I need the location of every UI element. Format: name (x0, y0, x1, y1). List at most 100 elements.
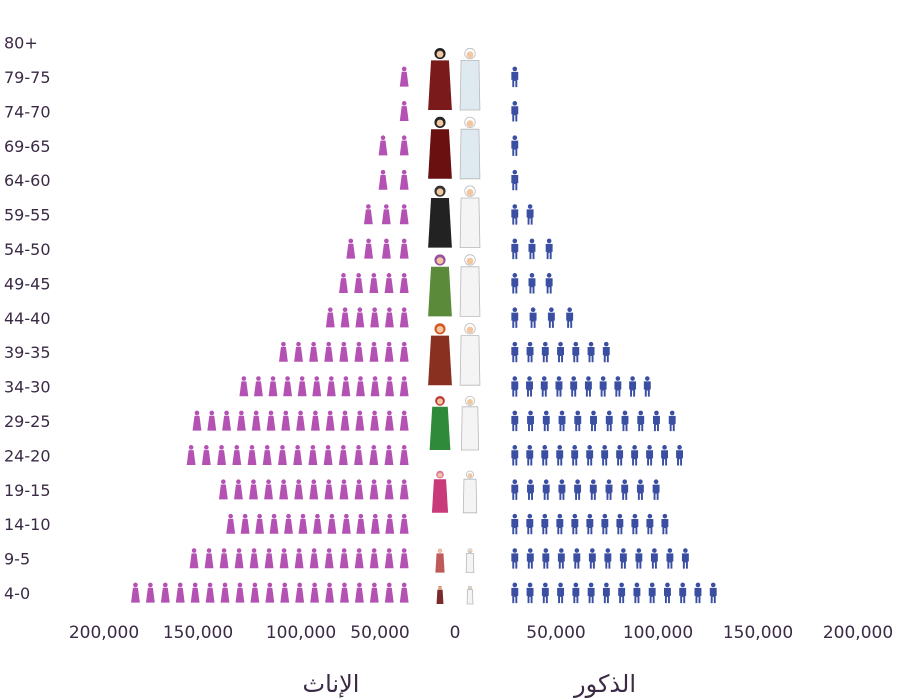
female-figure (399, 135, 409, 156)
male-axis-label: الذكور (573, 670, 636, 698)
female-figure (399, 445, 409, 465)
female-figure (255, 513, 265, 534)
female-figure (399, 341, 409, 362)
x-tick-label: 100,000 (266, 623, 336, 643)
bar-male (511, 582, 717, 604)
bar-female (399, 101, 409, 121)
age-group-label: 9-5 (4, 550, 30, 569)
male-figure (589, 479, 597, 500)
bar-male (511, 445, 683, 466)
male-figure (541, 445, 549, 466)
age-group-label: 69-65 (4, 137, 51, 156)
female-figure (399, 479, 409, 500)
female-figure (369, 548, 379, 569)
male-figure (586, 513, 594, 535)
bar-female (378, 135, 409, 156)
female-figure (399, 307, 409, 328)
female-figure (308, 445, 318, 465)
female-figure (323, 445, 333, 465)
female-figure (325, 307, 335, 328)
bar-male (511, 513, 669, 535)
male-figure (511, 307, 519, 328)
male-figure (526, 582, 534, 604)
female-figure (249, 548, 259, 569)
female-figure (370, 307, 380, 328)
bar-female (226, 513, 409, 534)
female-figure (262, 445, 272, 465)
female-figure (264, 479, 273, 500)
male-figure (511, 582, 519, 604)
female-figure (346, 238, 356, 259)
female-figure (205, 582, 215, 603)
female-figure (192, 410, 202, 431)
age-group-label: 4-0 (4, 584, 30, 603)
male-figure (709, 582, 717, 604)
male-figure (571, 445, 579, 466)
male-figure (511, 513, 519, 535)
female-figure (279, 479, 289, 500)
male-figure (557, 341, 564, 363)
female-figure (186, 445, 196, 465)
bar-female (339, 273, 409, 293)
age-group-label: 19-15 (4, 481, 51, 500)
female-figure (326, 376, 336, 397)
male-figure (604, 548, 612, 569)
female-figure (309, 341, 319, 362)
female-figure (370, 410, 380, 431)
female-figure (266, 410, 276, 431)
female-figure (325, 582, 334, 603)
male-figure (541, 582, 549, 604)
male-figure (661, 445, 669, 466)
x-tick-label: 50,000 (350, 623, 409, 643)
female-figure (381, 238, 391, 259)
female-figure (175, 582, 185, 603)
female-figure (399, 66, 409, 87)
female-figure (341, 513, 351, 534)
male-figure (679, 582, 687, 604)
bar-male (511, 479, 660, 500)
female-figure (250, 582, 260, 603)
female-figure (293, 445, 303, 465)
female-figure (324, 341, 334, 362)
female-figure (217, 445, 226, 465)
male-figure (601, 445, 609, 466)
female-figure (369, 273, 379, 293)
female-figure (131, 582, 140, 603)
female-figure (370, 376, 380, 397)
female-figure (309, 479, 319, 500)
male-figure (586, 445, 594, 466)
female-figure (384, 273, 394, 293)
female-figure (264, 548, 274, 569)
x-tick-label: 50,000 (526, 623, 585, 643)
bar-male (511, 135, 519, 156)
male-figure (511, 135, 519, 156)
x-tick-label: 150,000 (723, 623, 793, 643)
female-figure (384, 445, 394, 465)
male-figure (557, 582, 565, 604)
female-figure (356, 513, 366, 534)
female-figure (295, 582, 305, 603)
female-figure (324, 479, 334, 500)
female-figure (294, 341, 303, 362)
female-figure (232, 445, 242, 465)
female-figure (235, 582, 245, 603)
male-figure (526, 445, 534, 466)
male-figure (681, 548, 689, 569)
female-figure (280, 582, 290, 603)
male-figure (547, 307, 555, 328)
x-tick-label: 100,000 (623, 623, 693, 643)
female-figure (338, 445, 348, 465)
female-figure (234, 548, 244, 569)
female-figure (384, 548, 394, 569)
female-figure (190, 582, 200, 603)
bar-male (511, 410, 676, 432)
female-figure (247, 445, 257, 465)
female-figure (384, 410, 394, 431)
female-figure (381, 204, 391, 225)
male-figure (526, 204, 534, 225)
male-figure (545, 273, 553, 294)
bar-male (511, 238, 553, 260)
female-figure (399, 101, 409, 121)
female-figure (354, 445, 363, 465)
